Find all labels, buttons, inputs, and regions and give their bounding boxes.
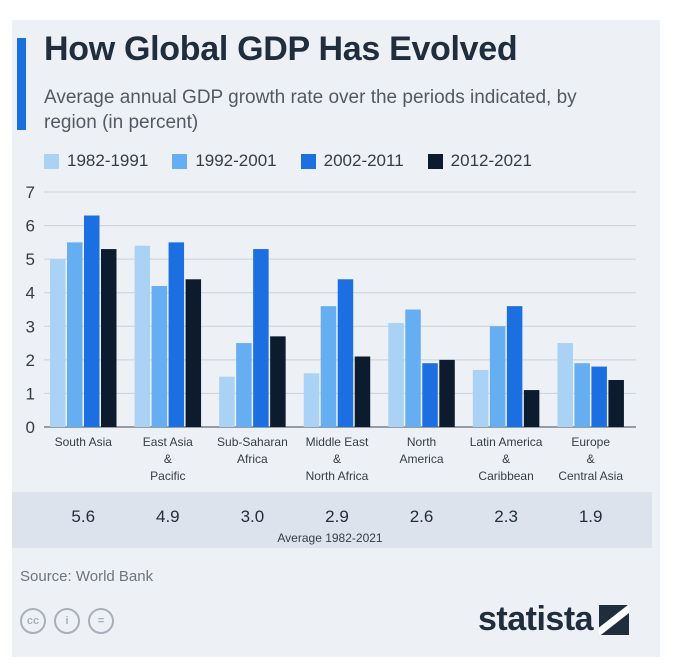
y-tick-label: 0 <box>26 418 35 437</box>
bar <box>557 343 573 427</box>
title-accent-bar <box>17 38 26 130</box>
bar <box>523 390 540 427</box>
legend-swatch <box>44 153 59 169</box>
bar-chart: 0 1 2 3 4 5 6 7 South Asia 5.6 East Asia & Pacific 4.… <box>26 183 636 545</box>
average-value: 2.3 <box>494 507 518 526</box>
legend-label: 2012-2021 <box>450 151 532 170</box>
chart-subtitle: Average annual GDP growth rate over the … <box>44 87 577 133</box>
brand-name: statista <box>478 600 594 638</box>
legend-item-1982-1991: 1982-1991 <box>44 151 148 171</box>
x-tick-label: & <box>333 452 341 466</box>
x-tick-label: Pacific <box>150 469 185 483</box>
bar <box>270 336 286 427</box>
x-tick-label: & <box>587 452 595 466</box>
legend-swatch <box>172 153 188 169</box>
y-tick-label: 2 <box>26 351 35 370</box>
averages-strip <box>12 492 652 548</box>
bar <box>489 326 506 427</box>
x-tick-label: North <box>407 435 436 449</box>
x-tick-label: & <box>164 452 172 466</box>
average-value: 3.0 <box>241 507 265 526</box>
page-title: How Global GDP Has Evolved <box>44 30 518 68</box>
bar <box>320 306 337 427</box>
legend-item-2012-2021: 2012-2021 <box>427 151 532 171</box>
y-tick-label: 5 <box>26 250 35 269</box>
creative-commons-icon[interactable]: cc <box>20 608 46 634</box>
y-tick-label: 4 <box>26 284 35 303</box>
x-tick-label: Sub-Saharan <box>217 435 288 449</box>
bar <box>168 242 185 427</box>
bar <box>253 249 269 427</box>
x-tick-label: Middle East <box>306 435 369 449</box>
statista-mark-icon <box>599 604 630 635</box>
legend-item-1992-2001: 1992-2001 <box>172 151 277 171</box>
y-tick-label: 1 <box>26 384 35 403</box>
average-value: 2.9 <box>325 507 349 526</box>
bar <box>84 215 100 427</box>
y-tick-label: 7 <box>26 183 35 202</box>
x-tick-label: South Asia <box>55 435 113 449</box>
no-derivatives-icon[interactable]: = <box>88 608 114 634</box>
bar <box>388 322 404 427</box>
average-value: 1.9 <box>579 507 603 526</box>
bar <box>574 363 590 427</box>
bar <box>422 363 438 427</box>
bar <box>185 279 202 427</box>
legend-label: 1982-1991 <box>67 151 149 170</box>
bar <box>354 356 371 427</box>
y-tick-label: 6 <box>26 217 35 236</box>
average-value: 4.9 <box>156 507 180 526</box>
license-icons: cc i = <box>20 608 122 634</box>
legend-label: 1992-2001 <box>195 151 277 170</box>
x-tick-label: Caribbean <box>478 469 533 483</box>
bar <box>219 376 235 427</box>
bar <box>439 359 455 427</box>
x-tick-label: Africa <box>237 452 268 466</box>
x-tick-label: East Asia <box>143 435 193 449</box>
x-tick-label: America <box>400 452 444 466</box>
chart-legend: 1982-1991 1992-2001 2002-2011 2012-2021 <box>44 150 556 172</box>
statista-logo[interactable]: statista <box>478 600 630 639</box>
bar <box>405 309 421 427</box>
bar <box>303 373 320 427</box>
legend-item-2002-2011: 2002-2011 <box>300 151 404 171</box>
bar <box>50 259 66 427</box>
bar <box>151 286 168 427</box>
source-note: Source: World Bank <box>20 568 154 585</box>
x-tick-label: & <box>502 452 510 466</box>
bar <box>134 245 151 427</box>
bar <box>337 279 354 427</box>
bar <box>506 306 523 427</box>
average-value: 2.6 <box>410 507 434 526</box>
bar <box>101 249 117 427</box>
attribution-icon[interactable]: i <box>54 608 80 634</box>
averages-label: Average 1982-2021 <box>277 531 383 545</box>
x-tick-label: North Africa <box>306 469 369 483</box>
legend-swatch <box>427 153 443 169</box>
y-tick-label: 3 <box>26 317 35 336</box>
legend-label: 2002-2011 <box>323 151 404 170</box>
bar <box>608 380 624 427</box>
bar <box>236 343 252 427</box>
x-tick-label: Latin America <box>470 435 543 449</box>
x-tick-label: Central Asia <box>558 469 623 483</box>
average-value: 5.6 <box>71 507 95 526</box>
bar <box>67 242 83 427</box>
legend-swatch <box>300 153 316 169</box>
bar <box>472 369 489 427</box>
x-tick-label: Europe <box>571 435 610 449</box>
bar <box>591 366 607 427</box>
